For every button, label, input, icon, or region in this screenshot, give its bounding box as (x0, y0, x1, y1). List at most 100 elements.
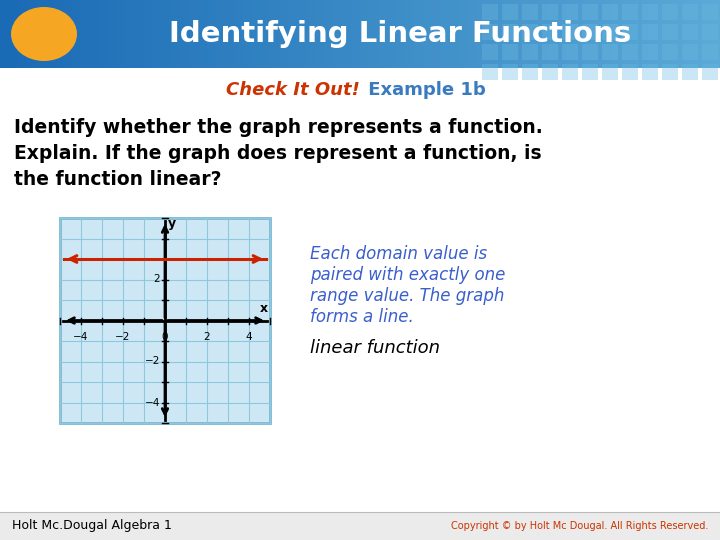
Bar (162, 0, 171, 68)
Bar (216, 0, 225, 68)
Bar (369, 0, 378, 68)
Bar (126, 0, 135, 68)
Bar (657, 0, 666, 68)
Bar (662, 24, 678, 40)
Bar (622, 24, 638, 40)
Text: Example 1b: Example 1b (362, 81, 486, 99)
Bar (135, 0, 144, 68)
Bar (387, 0, 396, 68)
Bar (602, 4, 618, 20)
Bar (662, 44, 678, 60)
Bar (585, 0, 594, 68)
Bar (594, 0, 603, 68)
Bar (243, 0, 252, 68)
Bar (582, 44, 598, 60)
Bar (0, 0, 9, 68)
Bar (54, 0, 63, 68)
Bar (99, 0, 108, 68)
Bar (432, 0, 441, 68)
Bar (682, 4, 698, 20)
Bar (630, 0, 639, 68)
Bar (108, 0, 117, 68)
Text: Identifying Linear Functions: Identifying Linear Functions (169, 20, 631, 48)
Bar (602, 64, 618, 80)
Bar (60, 218, 270, 423)
Bar (315, 0, 324, 68)
Bar (675, 0, 684, 68)
Bar (198, 0, 207, 68)
Text: 2: 2 (153, 274, 160, 285)
Bar (582, 4, 598, 20)
Bar (522, 0, 531, 68)
Text: Each domain value is: Each domain value is (310, 245, 487, 263)
Bar (27, 0, 36, 68)
Bar (482, 4, 498, 20)
Bar (477, 0, 486, 68)
Bar (504, 0, 513, 68)
Bar (360, 0, 369, 68)
Bar (324, 0, 333, 68)
Bar (378, 0, 387, 68)
Bar (502, 64, 518, 80)
Bar (562, 4, 578, 20)
Ellipse shape (11, 7, 77, 61)
Bar (90, 0, 99, 68)
Text: −4: −4 (73, 332, 89, 341)
Bar (482, 64, 498, 80)
Bar (513, 0, 522, 68)
Bar (252, 0, 261, 68)
Bar (648, 0, 657, 68)
Bar (542, 24, 558, 40)
Text: 2: 2 (204, 332, 210, 341)
Text: Identify whether the graph represents a function.: Identify whether the graph represents a … (14, 118, 543, 137)
Bar (36, 0, 45, 68)
Bar (702, 44, 718, 60)
Bar (63, 0, 72, 68)
Text: y: y (168, 218, 176, 231)
Bar (459, 0, 468, 68)
Bar (180, 0, 189, 68)
Bar (702, 4, 718, 20)
Bar (693, 0, 702, 68)
Bar (702, 24, 718, 40)
Bar (306, 0, 315, 68)
Text: Holt Mc.Dougal Algebra 1: Holt Mc.Dougal Algebra 1 (12, 519, 172, 532)
Bar (576, 0, 585, 68)
Bar (684, 0, 693, 68)
Bar (702, 0, 711, 68)
Bar (81, 0, 90, 68)
Bar (682, 64, 698, 80)
Bar (288, 0, 297, 68)
Bar (702, 64, 718, 80)
Bar (9, 0, 18, 68)
Text: Explain. If the graph does represent a function, is: Explain. If the graph does represent a f… (14, 144, 541, 163)
Bar (622, 44, 638, 60)
Bar (396, 0, 405, 68)
Bar (18, 0, 27, 68)
Bar (642, 24, 658, 40)
Bar (542, 64, 558, 80)
Bar (522, 64, 538, 80)
Bar (639, 0, 648, 68)
Bar (642, 64, 658, 80)
Bar (72, 0, 81, 68)
Bar (333, 0, 342, 68)
Bar (261, 0, 270, 68)
Bar (482, 24, 498, 40)
Bar (495, 0, 504, 68)
Bar (144, 0, 153, 68)
Bar (297, 0, 306, 68)
Bar (562, 24, 578, 40)
Bar (562, 64, 578, 80)
Text: −2: −2 (115, 332, 131, 341)
Bar (405, 0, 414, 68)
Text: Check It Out!: Check It Out! (226, 81, 360, 99)
Bar (549, 0, 558, 68)
Text: the function linear?: the function linear? (14, 170, 222, 189)
Bar (279, 0, 288, 68)
Bar (117, 0, 126, 68)
Bar (562, 44, 578, 60)
Text: range value. The graph: range value. The graph (310, 287, 505, 305)
Text: x: x (260, 302, 268, 315)
Bar (0, 512, 720, 540)
